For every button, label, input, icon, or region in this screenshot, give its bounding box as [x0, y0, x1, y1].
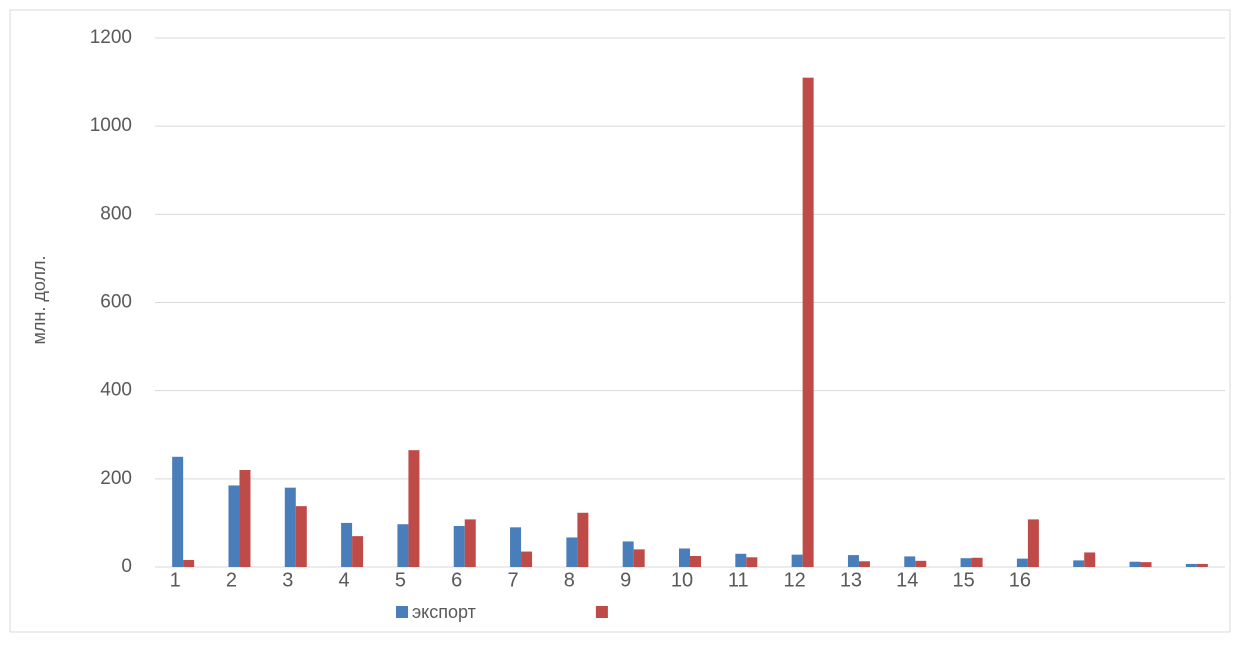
legend-swatch	[595, 606, 608, 618]
bar	[904, 556, 916, 567]
bar	[915, 560, 927, 567]
bar	[566, 537, 578, 567]
x-tick-label: 14	[896, 569, 918, 591]
y-tick-label: 800	[100, 203, 132, 224]
bar	[352, 536, 364, 567]
bar	[746, 557, 758, 567]
y-tick-label: 400	[100, 380, 132, 401]
legend-swatch	[396, 606, 408, 618]
x-tick-label: 1	[170, 569, 181, 591]
y-tick-label: 600	[100, 292, 132, 313]
bar	[690, 555, 701, 567]
bar	[521, 551, 533, 567]
bar	[408, 450, 420, 567]
bar	[284, 487, 296, 567]
bar	[183, 559, 195, 567]
bar	[1196, 563, 1208, 567]
legend-label: экспорт	[412, 602, 476, 622]
x-tick-label: 4	[339, 569, 350, 591]
bar	[341, 522, 353, 567]
bar	[172, 456, 184, 567]
x-tick-label: 12	[784, 569, 806, 591]
bar	[397, 524, 409, 567]
bar	[1027, 519, 1039, 567]
y-tick-label: 200	[100, 468, 132, 489]
x-tick-label: 16	[1009, 569, 1031, 591]
y-axis-label: млн. долл.	[29, 256, 49, 345]
bar	[1140, 562, 1152, 567]
bar	[802, 77, 814, 568]
bar	[295, 506, 307, 567]
x-tick-label: 13	[840, 569, 862, 591]
x-tick-label: 5	[395, 569, 406, 591]
bar	[453, 526, 465, 567]
x-tick-label: 2	[226, 569, 237, 591]
x-tick-label: 6	[451, 569, 462, 591]
bar	[1129, 561, 1141, 567]
x-tick-label: 11	[728, 569, 749, 591]
bar	[971, 557, 983, 567]
x-tick-label: 3	[282, 569, 293, 591]
bar	[239, 470, 251, 567]
bar	[679, 548, 690, 567]
bar	[1016, 558, 1028, 567]
y-tick-label: 0	[121, 556, 132, 577]
bar	[577, 512, 589, 567]
bar	[622, 541, 634, 567]
y-tick-label: 1200	[90, 27, 132, 48]
bar	[960, 558, 972, 567]
bar	[464, 519, 476, 567]
bar	[510, 527, 522, 567]
bar	[1073, 560, 1085, 567]
x-tick-label: 10	[671, 569, 693, 591]
x-tick-label: 9	[620, 569, 631, 591]
x-tick-label: 7	[507, 569, 518, 591]
x-tick-label: 15	[952, 569, 974, 591]
bar	[847, 555, 859, 567]
bar	[858, 561, 870, 567]
bar	[228, 485, 240, 567]
chart-border	[9, 9, 1231, 633]
x-tick-label: 8	[564, 569, 575, 591]
bar	[1084, 552, 1096, 567]
bar	[633, 549, 645, 567]
bar	[735, 553, 747, 567]
bar	[1185, 563, 1197, 567]
bar	[791, 554, 803, 567]
y-tick-label: 1000	[90, 115, 132, 136]
